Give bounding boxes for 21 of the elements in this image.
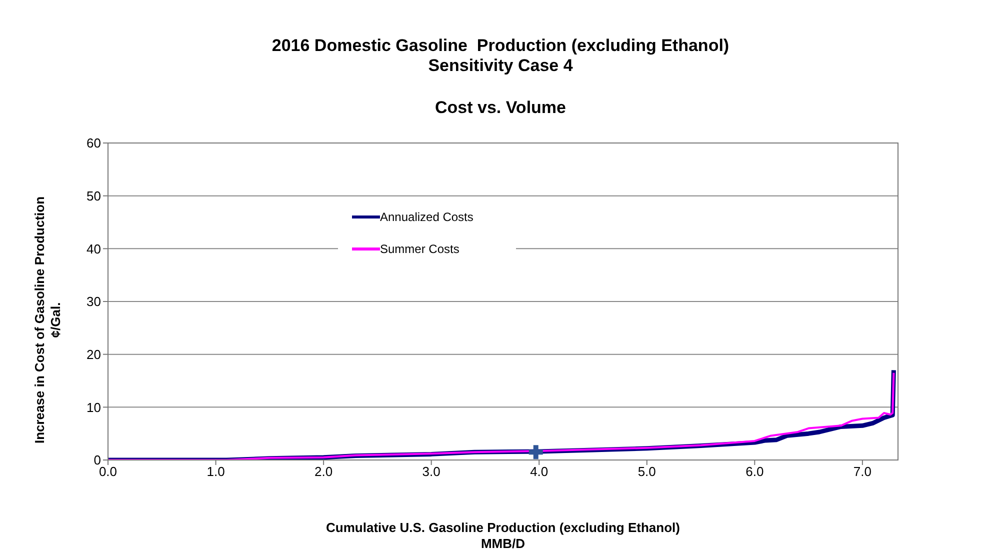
y-axis-title: Increase in Cost of Gasoline Production ¢/Gal.	[32, 195, 64, 446]
y-tick-label: 20	[86, 346, 101, 362]
x-axis-title: Cumulative U.S. Gasoline Production (excluding Ethanol) MMB/D	[325, 520, 681, 552]
x-tick-label: 3.0	[422, 464, 440, 480]
chart-subtitle: Cost vs. Volume	[434, 98, 567, 118]
x-tick-label: 1.0	[206, 464, 225, 480]
legend-label: Annualized Costs	[380, 210, 474, 224]
y-tick-label: 50	[86, 188, 101, 204]
x-tick-label: 6.0	[746, 464, 764, 480]
y-tick-label: 10	[86, 400, 101, 415]
chart-title: 2016 Domestic Gasoline Production (excluding Ethanol) Sensitivity Case 4	[270, 36, 730, 76]
legend-label: Summer Costs	[380, 242, 460, 256]
x-tick-label: 5.0	[638, 464, 656, 480]
x-tick-label: 7.0	[853, 464, 872, 480]
x-tick-label: 0.0	[98, 464, 118, 480]
y-tick-label: 30	[86, 294, 101, 310]
x-tick-label: 4.0	[530, 464, 548, 480]
y-tick-label: 0	[94, 452, 101, 468]
y-tick-label: 60	[86, 136, 101, 151]
y-tick-label: 40	[86, 241, 101, 256]
x-tick-label: 2.0	[314, 464, 333, 480]
